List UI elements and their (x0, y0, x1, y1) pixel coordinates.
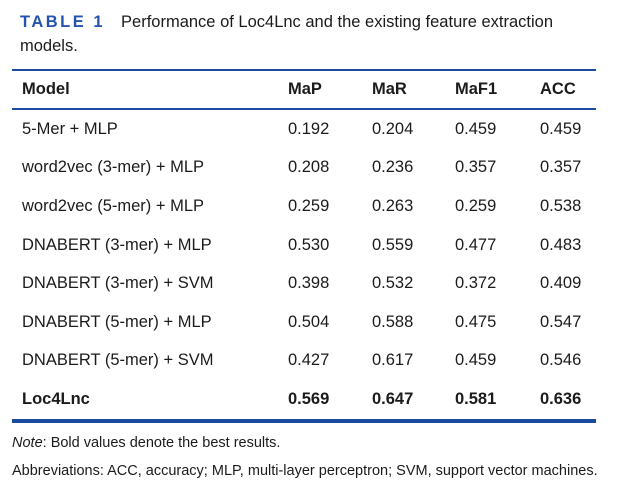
value-cell: 0.357 (455, 158, 497, 177)
model-cell: DNABERT (5-mer) + SVM (22, 351, 214, 370)
model-cell: DNABERT (3-mer) + MLP (22, 235, 212, 254)
model-cell: DNABERT (5-mer) + MLP (22, 312, 212, 331)
note-text: : Bold values denote the best results. (42, 434, 281, 451)
table-row: DNABERT (3-mer) + MLP 0.530 0.559 0.477 0.48… (12, 226, 596, 265)
performance-table: Model MaP MaR MaF1 ACC 5-Mer + MLP 0.192 0.204… (12, 69, 596, 423)
table-header-row: Model MaP MaR MaF1 ACC (12, 70, 596, 110)
value-cell: 0.372 (455, 274, 497, 293)
value-cell: 0.559 (372, 235, 414, 254)
value-cell: 0.617 (372, 351, 414, 370)
value-cell: 0.459 (455, 351, 497, 370)
value-cell: 0.569 (288, 389, 330, 408)
model-cell: 5-Mer + MLP (22, 119, 118, 138)
value-cell: 0.483 (540, 235, 582, 254)
value-cell: 0.581 (455, 389, 497, 408)
column-header-model: Model (12, 70, 288, 110)
model-cell: Loc4Lnc (22, 389, 90, 408)
value-cell: 0.647 (372, 389, 414, 408)
value-cell: 0.547 (540, 312, 582, 331)
table-row: word2vec (5-mer) + MLP 0.259 0.263 0.259 0.5… (12, 187, 596, 226)
table-row: Loc4Lnc 0.569 0.647 0.581 0.636 (12, 380, 596, 421)
value-cell: 0.236 (372, 158, 414, 177)
note-line: Note: Bold values denote the best result… (12, 432, 608, 455)
value-cell: 0.477 (455, 235, 497, 254)
value-cell: 0.588 (372, 312, 414, 331)
value-cell: 0.530 (288, 235, 330, 254)
value-cell: 0.475 (455, 312, 497, 331)
column-header-maf1: MaF1 (455, 70, 540, 110)
value-cell: 0.204 (372, 119, 414, 138)
table-row: word2vec (3-mer) + MLP 0.208 0.236 0.357 0.3… (12, 149, 596, 188)
value-cell: 0.532 (372, 274, 414, 293)
value-cell: 0.427 (288, 351, 330, 370)
value-cell: 0.546 (540, 351, 582, 370)
column-header-acc: ACC (540, 70, 596, 110)
value-cell: 0.259 (288, 196, 330, 215)
table-row: DNABERT (3-mer) + SVM 0.398 0.532 0.372 0.40… (12, 264, 596, 303)
value-cell: 0.259 (455, 196, 497, 215)
model-cell: word2vec (5-mer) + MLP (22, 196, 205, 215)
table-caption-text: Performance of Loc4Lnc and the existing … (20, 13, 554, 55)
model-cell: word2vec (3-mer) + MLP (22, 158, 205, 177)
value-cell: 0.398 (288, 274, 330, 293)
table-row: DNABERT (5-mer) + SVM 0.427 0.617 0.459 0.54… (12, 342, 596, 381)
value-cell: 0.636 (540, 389, 582, 408)
column-header-mar: MaR (372, 70, 455, 110)
value-cell: 0.459 (540, 119, 582, 138)
table-notes: Note: Bold values denote the best result… (12, 432, 608, 483)
table-row: 5-Mer + MLP 0.192 0.204 0.459 0.459 (12, 109, 596, 149)
value-cell: 0.192 (288, 119, 330, 138)
value-cell: 0.263 (372, 196, 414, 215)
table-caption: TABLE 1 Performance of Loc4Lnc and the ex… (12, 10, 604, 58)
value-cell: 0.208 (288, 158, 330, 177)
value-cell: 0.538 (540, 196, 582, 215)
value-cell: 0.357 (540, 158, 582, 177)
table-row: DNABERT (5-mer) + MLP 0.504 0.588 0.475 0.54… (12, 303, 596, 342)
table-caption-label: TABLE 1 (20, 13, 106, 31)
value-cell: 0.459 (455, 119, 497, 138)
table-body: 5-Mer + MLP 0.192 0.204 0.459 0.459 word2vec … (12, 109, 596, 421)
abbreviations-line: Abbreviations: ACC, accuracy; MLP, multi… (12, 462, 598, 479)
model-cell: DNABERT (3-mer) + SVM (22, 274, 214, 293)
note-label: Note (12, 434, 43, 451)
table-header: Model MaP MaR MaF1 ACC (12, 70, 596, 110)
value-cell: 0.504 (288, 312, 330, 331)
value-cell: 0.409 (540, 274, 582, 293)
column-header-map: MaP (288, 70, 372, 110)
